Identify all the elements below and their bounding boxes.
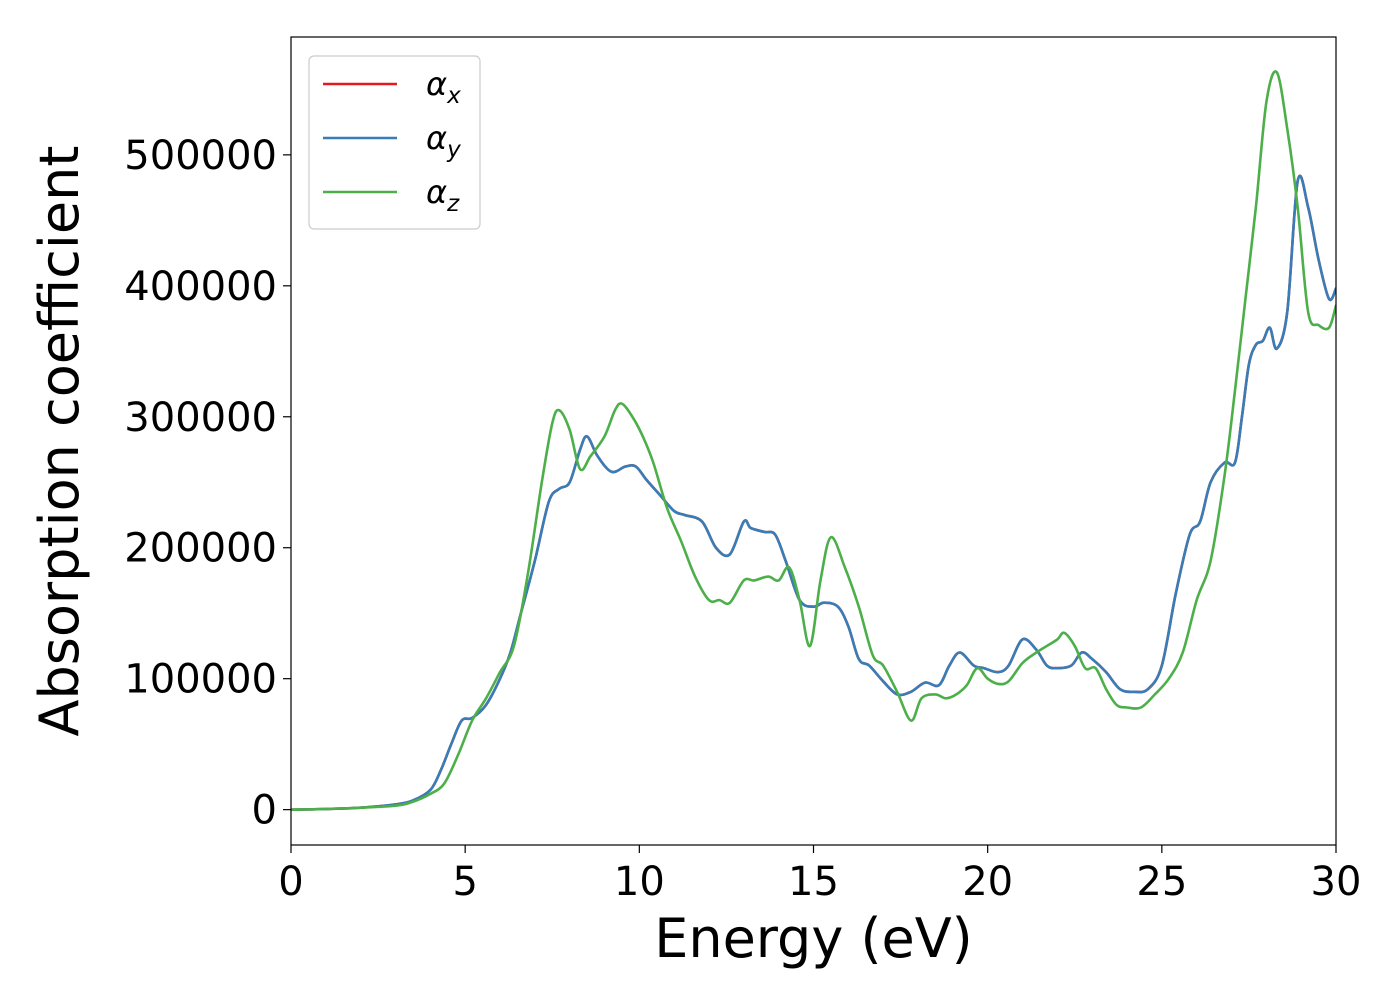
x-tick-label: 30 [1311, 859, 1362, 905]
y-axis-title: Absorption coefficient [28, 146, 91, 737]
series-line-alpha-z [291, 70, 1336, 811]
x-tick-label: 15 [788, 859, 839, 905]
x-axis: 0 5 10 15 20 25 30 [278, 845, 1361, 905]
y-tick-label: 400000 [124, 264, 277, 310]
x-tick-label: 20 [962, 859, 1013, 905]
x-axis-title: Energy (eV) [654, 907, 973, 970]
legend-label-alpha-z: αz [426, 173, 460, 217]
x-tick-label: 0 [278, 859, 303, 905]
y-tick-label: 200000 [124, 526, 277, 572]
x-tick-label: 10 [614, 859, 665, 905]
y-tick-label: 500000 [124, 133, 277, 179]
series-line-alpha-y [291, 174, 1336, 811]
x-tick-label: 25 [1136, 859, 1187, 905]
legend-box [308, 55, 481, 230]
y-tick-label: 100000 [124, 657, 277, 703]
legend-label-alpha-y: αy [426, 119, 461, 163]
y-tick-label: 0 [252, 788, 277, 834]
y-axis: 0 100000 200000 300000 400000 500000 [124, 133, 291, 834]
series-line-alpha-x [291, 174, 1336, 811]
plot-area [291, 70, 1336, 811]
legend-label-alpha-x: αx [426, 65, 461, 109]
y-tick-label: 300000 [124, 395, 277, 441]
legend: αx αy αz [308, 55, 481, 230]
x-tick-label: 5 [452, 859, 477, 905]
